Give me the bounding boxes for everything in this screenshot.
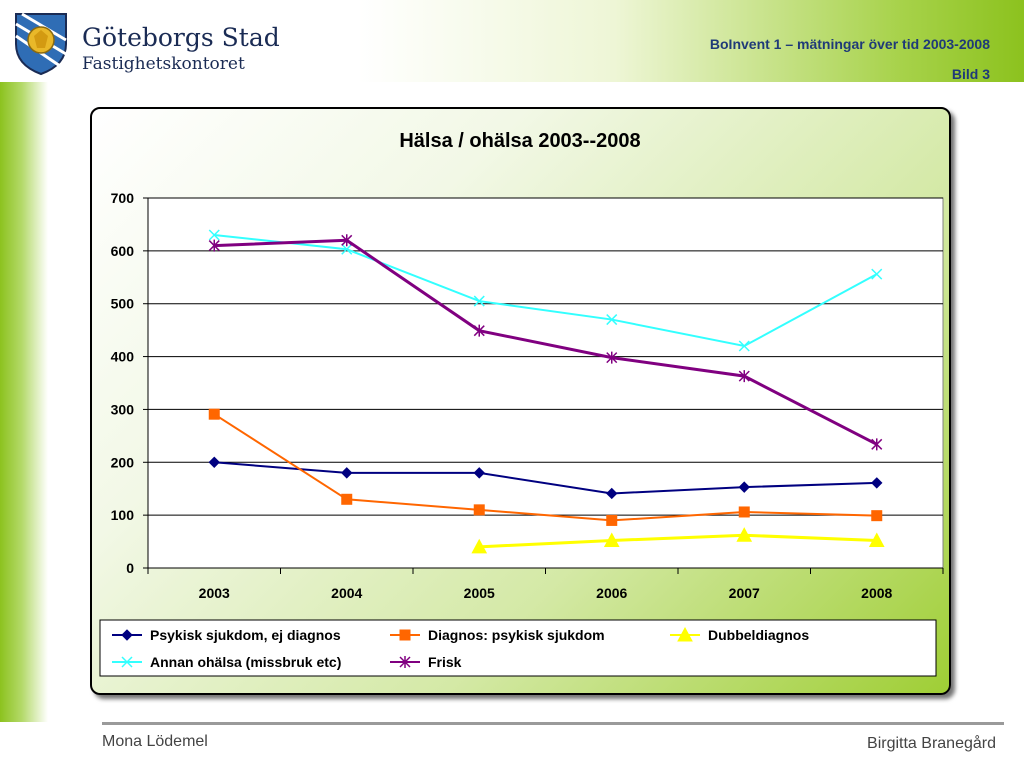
legend-label: Psykisk sjukdom, ej diagnos [150,627,341,643]
data-point-star [208,239,220,252]
data-point-triangle [677,626,693,642]
data-point-square [871,510,883,522]
chart-title: Hälsa / ohälsa 2003--2008 [399,130,640,152]
slide-number: Bild 3 [951,66,990,82]
data-point-triangle [736,527,753,542]
y-tick-label: 300 [111,401,135,417]
x-tick-label: 2003 [199,585,230,601]
series-line [213,413,877,522]
y-tick-label: 700 [111,190,135,206]
footer-author-left: Mona Lödemel [102,733,208,750]
data-point-star [606,351,618,364]
data-point-star [341,234,353,247]
y-tick-label: 400 [111,349,135,365]
org-department: Fastighetskontoret [82,54,245,74]
y-tick-label: 0 [126,560,134,576]
data-point-star [871,438,883,451]
data-point-square [606,514,618,526]
data-point-x [473,295,485,307]
data-point-diamond [341,467,353,479]
series-line [214,238,878,446]
data-point-square [341,493,353,505]
series-line [479,533,877,549]
presentation-title: BoInvent 1 – mätningar över tid 2003-200… [709,36,990,52]
x-tick-label: 2008 [861,585,892,601]
legend-label: Diagnos: psykisk sjukdom [428,627,605,643]
header-band [0,0,1024,82]
data-point-diamond [208,456,220,468]
data-point-triangle [868,532,885,548]
data-point-x [341,243,353,255]
data-point-x [208,229,220,241]
line-chart: Hälsa / ohälsa 2003--2008 0 100 200 300 400 50… [99,130,944,677]
x-tick-label: 2006 [596,585,627,601]
data-point-x [738,340,750,352]
data-point-square [208,408,220,420]
data-point-x [121,656,133,668]
plot-area [147,197,944,569]
chart-panel: Hälsa / ohälsa 2003--2008 0 100 200 300 400 50… [90,107,951,695]
legend-label: Dubbeldiagnos [708,627,809,643]
y-tick-label: 500 [111,296,135,312]
y-tick-label: 200 [111,454,135,470]
x-tick-label: 2004 [331,585,362,601]
legend-label: Annan ohälsa (missbruk etc) [150,654,341,670]
footer-divider [102,722,1004,725]
data-point-square [473,504,485,516]
data-point-triangle [471,538,488,554]
data-point-square [399,629,411,641]
data-point-star [473,324,485,337]
y-tick-label: 100 [111,507,135,523]
data-point-diamond [473,467,485,479]
x-tick-label: 2005 [464,585,495,601]
data-point-diamond [121,629,133,641]
data-point-diamond [871,477,883,489]
data-point-diamond [606,487,618,500]
side-band [0,82,48,722]
footer-author-right: Birgitta Branegård [867,735,996,752]
data-point-x [606,314,618,326]
data-point-x [871,268,883,280]
data-point-diamond [738,481,750,493]
y-tick-label: 600 [111,243,135,259]
legend-label: Frisk [428,654,462,670]
coat-of-arms-lion-icon [15,12,67,76]
data-point-star [399,656,411,668]
x-tick-label: 2007 [729,585,760,601]
series-line [214,461,877,495]
data-point-star [738,370,750,383]
data-point-triangle [603,532,620,548]
data-point-square [738,506,750,518]
legend-box [99,619,937,677]
org-name: Göteborgs Stad [82,23,280,52]
series-line [214,234,878,348]
